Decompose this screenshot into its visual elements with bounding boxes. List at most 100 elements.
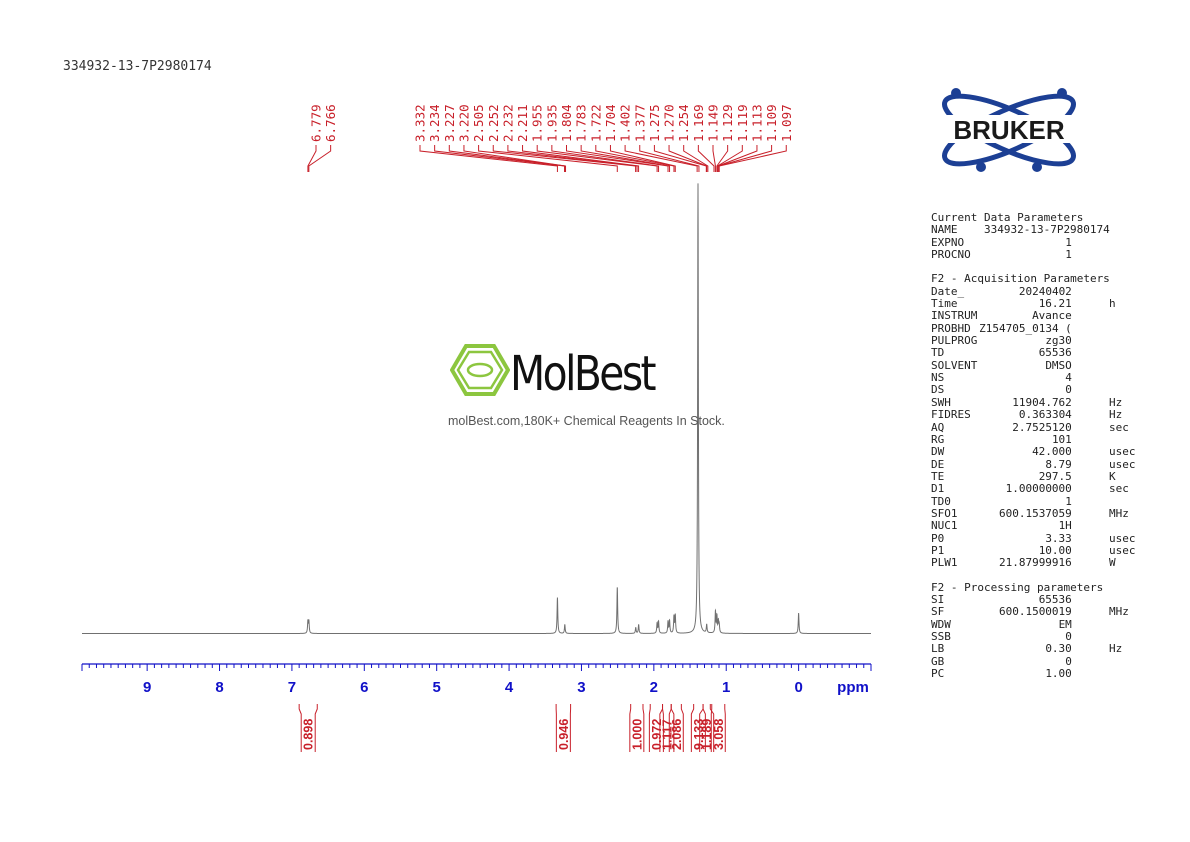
peak-leader: [716, 145, 729, 172]
parameter-key: SI: [931, 592, 945, 606]
parameter-value: 1.00: [1045, 667, 1072, 681]
parameter-value: 0.30: [1045, 642, 1072, 656]
peak-label: 6.766: [323, 104, 338, 142]
parameter-value: 10.00: [1038, 543, 1072, 557]
parameter-key: AQ: [931, 420, 945, 434]
parameter-value: 1.00000000: [1005, 482, 1072, 496]
nmr-spectrum-chart: 6.779 6.766 3.332 3.234 3.227 3.220 2.505 2.252…: [81, 104, 872, 752]
parameter-row: PC 1.00: [931, 667, 1110, 681]
peak-leader: [639, 145, 700, 172]
parameter-row: NUC1 1H: [931, 519, 1110, 533]
parameter-value: 0: [1065, 630, 1072, 643]
peak-label: 3.220: [456, 104, 471, 142]
tick-label: 9: [143, 679, 151, 696]
parameter-value: 334932-13-7P2980174: [983, 223, 1110, 237]
parameter-row: SF 600.1500019 MHz: [931, 605, 1129, 619]
parameter-section: Current Data Parameters NAME 334932-13-7P2…: [931, 211, 1110, 261]
integral-bracket: [690, 704, 695, 752]
parameter-row: SFO1 600.1537059 MHz: [931, 507, 1129, 520]
parameter-row: SI 65536: [931, 592, 1110, 606]
parameter-row: PLW1 21.87999916 W: [931, 556, 1116, 569]
peak-leader: [668, 145, 708, 172]
integral-value: 0.972: [650, 719, 664, 750]
acquisition-parameters: Current Data Parameters NAME 334932-13-7P2…: [931, 211, 1136, 692]
parameter-row: LB 0.30 Hz: [931, 642, 1122, 656]
parameter-unit: MHz: [1109, 605, 1129, 619]
integral-value: 1.117: [660, 719, 674, 750]
parameter-section: F2 - Acquisition Parameters Date_ 20240402…: [931, 273, 1136, 570]
peak-leader: [434, 145, 566, 172]
parameter-row: SWH 11904.762 Hz: [931, 396, 1122, 409]
parameter-value: DMSO: [1045, 358, 1072, 372]
parameter-unit: usec: [1109, 445, 1136, 459]
peak-leader: [536, 145, 658, 172]
peak-label: 1.254: [676, 104, 691, 142]
parameter-row: GB 0: [931, 654, 1110, 668]
parameter-value: 2.7525120: [1012, 420, 1072, 434]
parameter-key: PROBHD: [931, 321, 971, 335]
parameter-value: 0.363304: [1018, 408, 1072, 422]
peak-label: 1.955: [530, 104, 545, 142]
peak-label: 1.275: [647, 104, 662, 142]
peak-leader: [551, 145, 660, 172]
peak-leader: [308, 145, 332, 172]
parameter-key: DE: [931, 457, 945, 471]
sample-name: 334932-13-7P2980174: [63, 59, 212, 74]
parameter-key: NAME: [931, 223, 958, 237]
parameter-row: SSB 0: [931, 630, 1110, 643]
parameter-value: 3.33: [1045, 531, 1072, 545]
peak-label: 2.505: [471, 104, 486, 142]
parameter-row: EXPNO 1: [931, 235, 1110, 249]
parameter-value: 20240402: [1018, 284, 1072, 298]
peak-leader: [580, 145, 671, 172]
parameter-unit: Hz: [1109, 395, 1123, 409]
parameter-value: EM: [1058, 617, 1072, 631]
integral-bracket: [659, 704, 664, 752]
parameter-row: NS 4: [931, 371, 1110, 385]
parameter-key: SOLVENT: [931, 358, 978, 372]
peak-leader: [307, 145, 317, 172]
integral-bracket: [298, 704, 302, 752]
parameter-row: PULPROG zg30: [931, 334, 1110, 347]
integral-bracket: [642, 704, 645, 752]
parameter-row: INSTRUM Avance: [931, 309, 1110, 323]
peak-label: 3.234: [427, 104, 442, 142]
integral-bracket: [699, 704, 704, 752]
axis-label: ppm: [837, 679, 869, 696]
peak-leader: [697, 145, 715, 172]
tick-label: 6: [360, 679, 368, 696]
parameter-unit: usec: [1109, 543, 1136, 557]
peak-label: 1.119: [735, 104, 750, 142]
parameter-key: Date_: [931, 284, 965, 298]
parameter-unit: sec: [1109, 420, 1129, 434]
tick-label: 8: [215, 679, 223, 696]
parameter-value: 1H: [1058, 519, 1072, 533]
parameter-key: P0: [931, 531, 945, 545]
peak-leader: [712, 145, 716, 172]
parameter-key: INSTRUM: [931, 309, 978, 323]
parameter-section-title: F2 - Processing parameters: [931, 580, 1104, 594]
tick-label: 0: [794, 679, 802, 696]
parameter-key: FIDRES: [931, 408, 971, 422]
molbest-hexagon-icon: [450, 344, 510, 396]
parameter-key: NS: [931, 371, 945, 385]
peak-leader: [595, 145, 675, 172]
parameter-row: DE 8.79 usec: [931, 457, 1136, 471]
parameter-row: D1 1.00000000 sec: [931, 482, 1129, 496]
parameter-row: DW 42.000 usec: [931, 445, 1136, 458]
parameter-row: FIDRES 0.363304 Hz: [931, 408, 1122, 422]
parameter-row: P0 3.33 usec: [931, 531, 1136, 545]
parameter-unit: usec: [1109, 457, 1136, 471]
parameter-value: 8.79: [1045, 457, 1072, 471]
parameter-unit: Hz: [1109, 408, 1123, 422]
parameter-key: GB: [931, 654, 945, 668]
parameter-key: SF: [931, 605, 945, 619]
parameter-unit: sec: [1109, 482, 1129, 496]
integral-bracket: [680, 704, 684, 752]
integral-value: 1.000: [630, 719, 644, 750]
peak-leader: [522, 145, 640, 172]
integral-value: 3.058: [712, 719, 726, 750]
integral-value: 1.189: [700, 719, 714, 750]
parameter-key: EXPNO: [931, 235, 965, 249]
parameter-section: F2 - Processing parameters SI 65536 SF 600.1…: [931, 580, 1129, 681]
